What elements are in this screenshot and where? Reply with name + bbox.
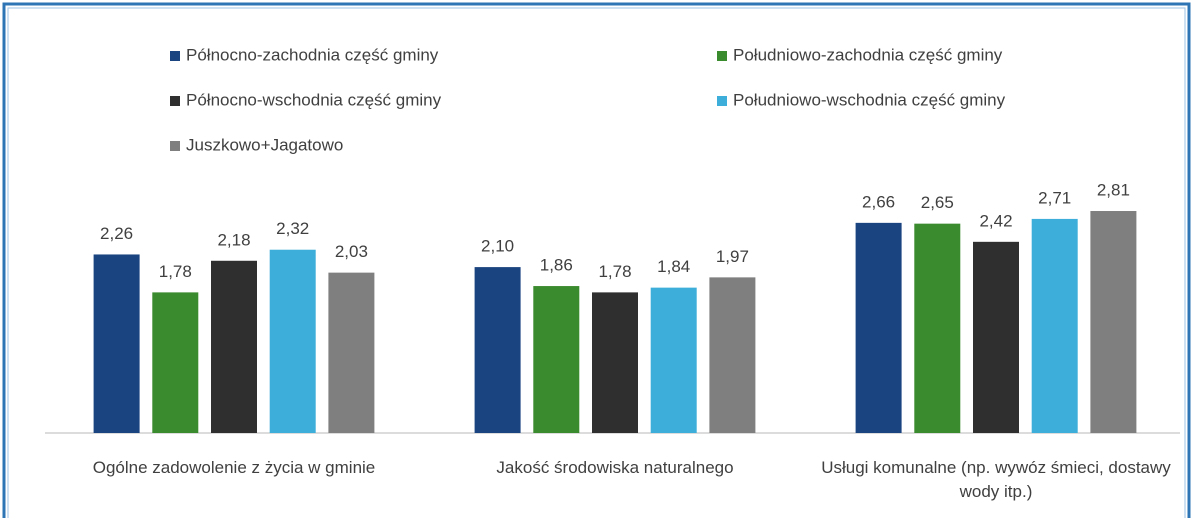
bar — [709, 277, 756, 433]
bar — [93, 254, 140, 433]
bar — [1090, 211, 1137, 433]
legend-swatch — [717, 51, 727, 61]
legend-label: Północno-wschodnia część gminy — [186, 90, 442, 109]
value-label: 1,84 — [657, 257, 690, 276]
value-label: 2,81 — [1097, 180, 1130, 199]
value-label: 1,97 — [716, 247, 749, 266]
value-label: 2,18 — [217, 230, 250, 249]
bar — [914, 223, 961, 433]
legend-label: Południowo-zachodnia część gminy — [733, 45, 1003, 64]
legend-label: Południowo-wschodnia część gminy — [733, 90, 1006, 109]
bar — [211, 260, 257, 433]
value-label: 2,65 — [921, 193, 954, 212]
legend-swatch — [170, 141, 180, 151]
legend-label: Północno-zachodnia część gminy — [186, 45, 439, 64]
value-label: 2,32 — [276, 219, 309, 238]
bar — [855, 222, 902, 433]
bar — [269, 249, 316, 433]
x-tick-label: Ogólne zadowolenie z życia w gminie — [92, 458, 376, 477]
legend-swatch — [170, 96, 180, 106]
value-label: 2,03 — [335, 242, 368, 261]
value-label: 1,78 — [598, 262, 631, 281]
bar — [592, 292, 638, 433]
value-label: 1,78 — [159, 262, 192, 281]
bar — [650, 287, 697, 433]
bar — [328, 272, 375, 433]
frame-inner — [7, 7, 1186, 518]
legend-swatch — [170, 51, 180, 61]
legend-label: Juszkowo+Jagatowo — [186, 135, 343, 154]
value-label: 2,66 — [862, 192, 895, 211]
x-tick-label: Jakość środowiska naturalnego — [496, 458, 734, 477]
bar — [474, 267, 521, 433]
value-label: 2,42 — [979, 211, 1012, 230]
value-label: 2,26 — [100, 224, 133, 243]
bar — [152, 292, 199, 433]
bar — [533, 286, 580, 433]
value-label: 2,10 — [481, 237, 514, 256]
x-tick-label: Usługi komunalne (np. wywóz śmieci, dost… — [821, 458, 1171, 501]
bar — [973, 241, 1019, 433]
value-label: 1,86 — [540, 256, 573, 275]
legend-swatch — [717, 96, 727, 106]
bar — [1031, 218, 1078, 433]
value-label: 2,71 — [1038, 188, 1071, 207]
